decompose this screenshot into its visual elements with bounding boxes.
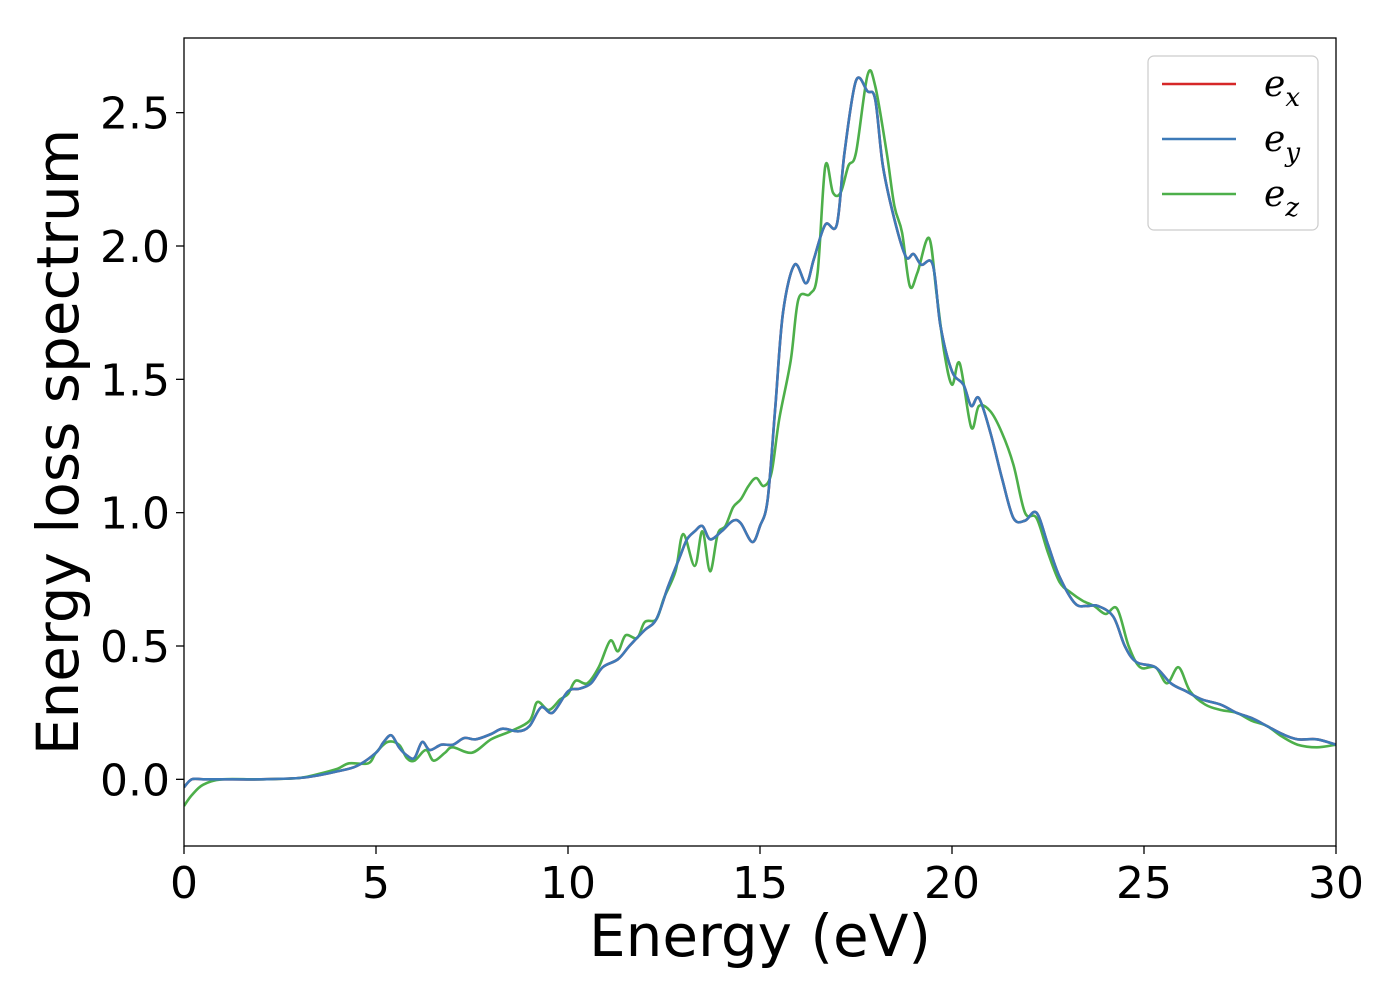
- legend-label-base: e: [1264, 119, 1285, 160]
- x-tick-label: 10: [540, 858, 596, 909]
- y-tick-label: 0.0: [100, 755, 170, 806]
- x-tick-label: 25: [1116, 858, 1172, 909]
- series-line-ez: [184, 69, 1336, 807]
- legend-label-sub: x: [1285, 83, 1300, 113]
- y-axis: 0.0 0.5 1.0 1.5 2.0 2.5: [100, 89, 184, 806]
- legend-label-ex: ex: [1264, 64, 1300, 113]
- x-axis-title: Energy (eV): [589, 902, 931, 970]
- legend-label-base: e: [1264, 64, 1285, 105]
- y-tick-label: 2.0: [100, 222, 170, 273]
- series-line-ey: [184, 76, 1336, 789]
- x-tick-label: 30: [1308, 858, 1364, 909]
- legend-box: [1147, 55, 1319, 231]
- series-layer: [184, 69, 1336, 807]
- y-axis-title: Energy loss spectrum: [24, 129, 92, 755]
- legend-label-base: e: [1264, 174, 1285, 215]
- y-tick-label: 1.0: [100, 489, 170, 540]
- y-tick-label: 1.5: [100, 355, 170, 406]
- x-tick-label: 0: [170, 858, 198, 909]
- y-tick-label: 0.5: [100, 622, 170, 673]
- x-tick-label: 20: [924, 858, 980, 909]
- x-tick-label: 15: [732, 858, 788, 909]
- y-tick-label: 2.5: [100, 89, 170, 140]
- legend-label-sub: z: [1284, 193, 1299, 223]
- legend-label-ey: ey: [1264, 119, 1300, 168]
- legend-label-ez: ez: [1264, 174, 1299, 223]
- x-axis: 0 5 10 15 20 25 30: [170, 846, 1364, 909]
- legend-label-sub: y: [1284, 138, 1300, 168]
- x-tick-label: 5: [362, 858, 390, 909]
